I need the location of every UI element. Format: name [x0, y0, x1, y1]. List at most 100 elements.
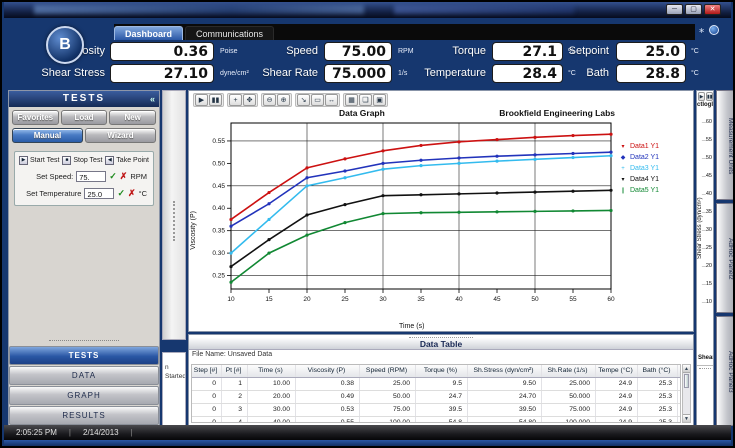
- print-icon[interactable]: ❏: [359, 94, 372, 106]
- chart-icon[interactable]: ▦: [345, 94, 358, 106]
- splitter-grip[interactable]: [699, 368, 711, 369]
- data-point: [533, 153, 537, 157]
- table-cell: 0: [192, 404, 222, 416]
- close-button[interactable]: ✕: [704, 4, 721, 15]
- scroll-up-icon[interactable]: ▲: [683, 365, 690, 373]
- confirm-check-icon[interactable]: ✓: [109, 171, 117, 181]
- table-cell: 0.55: [296, 417, 360, 422]
- cancel-x-icon[interactable]: ✗: [119, 171, 128, 181]
- table-row[interactable]: 0 4 40.00 0.55 100.00 54.8 54.80 100.000 24.9 25.…: [192, 417, 680, 422]
- scroll-down-icon[interactable]: ▼: [683, 414, 690, 422]
- table-row[interactable]: 0 1 10.00 0.38 25.00 9.5 9.50 25.000 24.9 25.3: [192, 378, 680, 391]
- save-icon[interactable]: ▣: [373, 94, 386, 106]
- column-header[interactable]: Pt [#]: [222, 365, 248, 377]
- table-scrollbar[interactable]: ▲ ▼: [682, 364, 691, 423]
- favorites-button[interactable]: Favorites: [12, 110, 59, 125]
- nav-data-button[interactable]: DATA: [9, 366, 159, 385]
- y-tick-label: 0.50: [212, 160, 225, 167]
- readout-row-2: Shear Stress 27.10 dyne/cm² Shear Rate 75.00…: [8, 64, 713, 84]
- column-header[interactable]: Step [#]: [192, 365, 222, 377]
- column-header[interactable]: Sh.Rate (1/s): [542, 365, 596, 377]
- nav-tests-button[interactable]: TESTS: [9, 346, 159, 365]
- window-titlebar[interactable]: ─ ▢ ✕: [4, 2, 731, 18]
- maximize-button[interactable]: ▢: [685, 4, 702, 15]
- column-header[interactable]: Speed (RPM): [360, 365, 416, 377]
- stop-test-icon[interactable]: ■: [62, 156, 72, 165]
- pause-icon[interactable]: ▮▮: [706, 92, 713, 101]
- legend-item[interactable]: ▾ Data1 Y1: [619, 143, 689, 150]
- column-header[interactable]: Tempe (°C): [596, 365, 638, 377]
- data-point: [381, 161, 385, 165]
- manual-button[interactable]: Manual: [12, 128, 83, 143]
- zoom-in-icon[interactable]: ⊕: [277, 94, 290, 106]
- column-header[interactable]: Bath (°C): [638, 365, 678, 377]
- vertical-splitter[interactable]: [162, 90, 186, 340]
- set-speed-input[interactable]: 75.: [76, 171, 107, 182]
- data-point: [457, 161, 461, 165]
- readout-setpoint: Setpoint 25.0 °C: [8, 42, 713, 62]
- scroll-thumb[interactable]: [684, 374, 689, 388]
- cancel-x-icon[interactable]: ✗: [128, 188, 136, 198]
- settings-glyph-icon[interactable]: ∗: [698, 25, 705, 35]
- table-row[interactable]: 0 3 30.00 0.53 75.00 39.5 39.50 75.000 24.9 25.3: [192, 404, 680, 417]
- wizard-button[interactable]: Wizard: [85, 128, 156, 143]
- take-point-icon[interactable]: ◀: [105, 156, 115, 165]
- load-button[interactable]: Load: [60, 110, 108, 125]
- splitter-grip[interactable]: [49, 340, 119, 345]
- globe-icon[interactable]: [709, 25, 719, 35]
- play-icon[interactable]: ▶: [698, 92, 705, 101]
- data-point: [609, 154, 613, 158]
- legend-item[interactable]: ◆ Data2 Y1: [619, 154, 689, 161]
- confirm-check-icon[interactable]: ✓: [117, 188, 126, 198]
- data-point: [495, 154, 499, 158]
- minimize-button[interactable]: ─: [666, 4, 683, 15]
- readout-torque: Torque 27.1%: [8, 42, 713, 62]
- set-temperature-input[interactable]: 25.0: [84, 188, 115, 199]
- table-cell: 0.49: [296, 391, 360, 403]
- select-box-icon[interactable]: ▭: [311, 94, 324, 106]
- data-table-panel: Data Table File Name: Unsaved Data Step …: [188, 334, 694, 426]
- data-table: Step [#] Pt [#] Time (s) Viscosity (P) Speed…: [191, 364, 681, 423]
- readout-speed: Speed 75.00 RPM: [8, 42, 713, 62]
- new-button[interactable]: New: [109, 110, 157, 125]
- splitter-grip[interactable]: [409, 335, 473, 338]
- y-tick-label: 0.40: [212, 205, 225, 212]
- tab-communications[interactable]: Communications: [185, 26, 275, 40]
- column-header[interactable]: Time (s): [248, 365, 296, 377]
- play-icon[interactable]: ▶: [195, 94, 208, 106]
- right-tab-adhoc-panel2[interactable]: AdHoc Panel2: [716, 203, 733, 313]
- collapse-icon[interactable]: «: [149, 94, 155, 104]
- right-tab-measurement-units[interactable]: Measurement Units: [716, 90, 733, 200]
- column-header[interactable]: Viscosity (P): [296, 365, 360, 377]
- transport-label: Take Point: [116, 157, 149, 164]
- crosshair-icon[interactable]: +: [229, 94, 242, 106]
- legend-label: Data4 Y1: [630, 176, 660, 183]
- pan-icon[interactable]: ✥: [243, 94, 256, 106]
- zoom-out-icon[interactable]: ⊖: [263, 94, 276, 106]
- legend-item[interactable]: ▾ Data4 Y1: [619, 176, 689, 183]
- legend-label: Data1 Y1: [630, 143, 660, 150]
- table-cell: 24.70: [468, 391, 542, 403]
- table-row[interactable]: 0 2 20.00 0.49 50.00 24.7 24.70 50.000 24.9 25.3: [192, 391, 680, 404]
- data-point: [495, 210, 499, 214]
- column-header[interactable]: Sh.Stress (dyn/cm²): [468, 365, 542, 377]
- column-header[interactable]: Torque (%): [416, 365, 468, 377]
- legend-item[interactable]: + Data3 Y1: [619, 165, 689, 172]
- tab-dashboard[interactable]: Dashboard: [114, 26, 184, 40]
- transport-label: Stop Test: [73, 157, 103, 164]
- pause-icon[interactable]: ▮▮: [209, 94, 222, 106]
- data-point: [419, 193, 423, 197]
- legend-marker-icon: ◆: [620, 155, 626, 161]
- chart-plot-area[interactable]: 10 15 20 25 30 35 40 45 50 55 60 0.25 0.30 0.35 0.40 0.…: [197, 117, 621, 317]
- legend-item[interactable]: ❙ Data5 Y1: [619, 187, 689, 194]
- splitter-grip[interactable]: [173, 201, 176, 241]
- table-cell: 0.38: [296, 378, 360, 390]
- nav-results-button[interactable]: RESULTS: [9, 406, 159, 425]
- start-test-icon[interactable]: ▶: [19, 156, 28, 165]
- nav-graph-button[interactable]: GRAPH: [9, 386, 159, 405]
- start-test-control: ▶ Start Test: [19, 156, 59, 165]
- cursor-icon[interactable]: ↔: [325, 94, 338, 106]
- right-tab-adhoc-panel3[interactable]: AdHoc Panel3: [716, 316, 733, 426]
- table-cell: 25.3: [638, 391, 678, 403]
- trend-icon[interactable]: ↘: [297, 94, 310, 106]
